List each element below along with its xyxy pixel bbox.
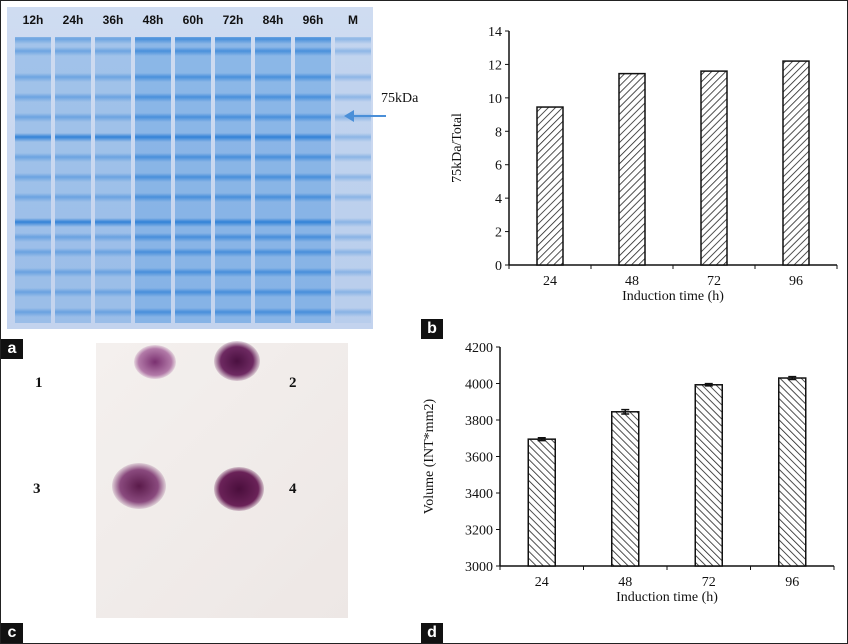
dot-spot-3 (112, 463, 166, 509)
y-tick-label: 6 (495, 159, 502, 174)
gel-lane (175, 37, 211, 323)
spot-label-3: 3 (33, 481, 41, 497)
y-tick-label: 12 (488, 58, 502, 73)
y-tick-label: 4000 (465, 378, 493, 393)
error-bar (621, 408, 630, 415)
y-axis-label: Volume (INT*mm2) (422, 399, 437, 515)
y-tick-label: 4 (495, 192, 502, 207)
x-tick-label: 96 (789, 274, 803, 289)
error-bar (704, 382, 713, 387)
marker-arrow (346, 115, 386, 117)
panel-label-c: c (1, 623, 23, 643)
lane-label: 96h (302, 13, 324, 27)
bar (536, 106, 564, 266)
bar (700, 70, 728, 266)
gel-lane (335, 37, 371, 323)
x-axis-label: Induction time (h) (616, 590, 718, 605)
chart-d: 3000 3200 3400 3600 3800 4000 4200 24 48 72 96 Indu… (422, 341, 835, 605)
y-tick-label: 2 (495, 226, 502, 241)
bar (782, 60, 810, 266)
x-tick-label: 72 (707, 274, 721, 289)
panel-label-b: b (421, 319, 443, 339)
spot-label-1: 1 (35, 375, 43, 391)
y-tick-label: 10 (488, 92, 502, 107)
panel-label-a: a (1, 339, 23, 359)
lane-label: 48h (142, 13, 164, 27)
y-tick-label: 3400 (465, 487, 493, 502)
error-bar (788, 375, 797, 381)
lane-label: 12h (22, 13, 44, 27)
spot-label-2: 2 (289, 375, 297, 391)
dot-spot-4 (214, 467, 264, 511)
dot-blot (96, 341, 348, 618)
bar (618, 72, 646, 266)
lane-label: 84h (262, 13, 284, 27)
gel-lane (215, 37, 251, 323)
x-tick-label: 48 (618, 575, 632, 590)
y-tick-label: 3000 (465, 560, 493, 575)
gel-lane (95, 37, 131, 323)
dot-spot-2 (214, 341, 260, 381)
bar (611, 411, 640, 567)
x-tick-label: 96 (785, 575, 799, 590)
gel-lane (135, 37, 171, 323)
spot-label-4: 4 (289, 481, 297, 497)
y-tick-label: 3200 (465, 524, 493, 539)
lane-label: M (348, 13, 358, 27)
y-tick-label: 8 (495, 125, 502, 140)
y-tick-label: 4200 (465, 341, 493, 356)
x-tick-label: 24 (535, 575, 549, 590)
x-tick-label: 24 (543, 274, 557, 289)
y-tick-label: 14 (488, 25, 502, 40)
bar (694, 384, 723, 567)
marker-label: 75kDa (381, 91, 419, 106)
gel-lane (255, 37, 291, 323)
x-tick-label: 48 (625, 274, 639, 289)
y-tick-label: 3800 (465, 414, 493, 429)
lane-label: 24h (62, 13, 84, 27)
x-tick-label: 72 (702, 575, 716, 590)
bar (527, 438, 556, 567)
gel-lane (295, 37, 331, 323)
x-axis-label: Induction time (h) (622, 289, 724, 304)
sds-page-gel: 12h 24h 36h 48h 60h 72h 84h 96h M (7, 7, 373, 329)
lane-label: 60h (182, 13, 204, 27)
panel-label-d: d (421, 623, 443, 643)
gel-lane (55, 37, 91, 323)
gel-lane (15, 37, 51, 323)
lane-label: 72h (222, 13, 244, 27)
error-bar (537, 436, 546, 442)
dot-spot-1 (134, 345, 176, 379)
bar (778, 377, 807, 567)
y-axis-label: 75kDa/Total (450, 113, 465, 183)
y-tick-label: 3600 (465, 451, 493, 466)
y-tick-label: 0 (495, 259, 502, 274)
lane-label: 36h (102, 13, 124, 27)
